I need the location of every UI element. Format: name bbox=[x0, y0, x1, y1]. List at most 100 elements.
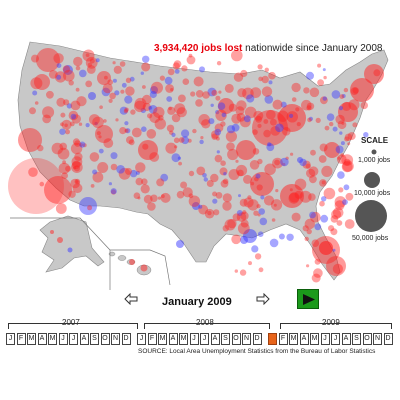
month-box[interactable]: D bbox=[121, 333, 131, 345]
job-loss-bubble bbox=[219, 167, 228, 176]
month-box[interactable]: D bbox=[383, 333, 393, 345]
job-loss-bubble bbox=[181, 65, 188, 72]
job-loss-bubble bbox=[68, 190, 76, 198]
month-box[interactable]: J bbox=[200, 333, 209, 345]
month-box[interactable]: N bbox=[242, 333, 251, 345]
job-loss-bubble bbox=[58, 162, 70, 175]
job-gain-bubble bbox=[214, 128, 222, 136]
job-loss-bubble bbox=[92, 116, 104, 129]
job-loss-bubble bbox=[335, 114, 345, 125]
job-loss-bubble bbox=[341, 154, 354, 167]
job-gain-bubble bbox=[63, 65, 73, 75]
month-box[interactable]: F bbox=[16, 333, 26, 345]
job-loss-bubble bbox=[90, 184, 95, 188]
month-box[interactable]: J bbox=[320, 333, 330, 345]
month-box[interactable]: M bbox=[27, 333, 36, 345]
month-box[interactable]: A bbox=[341, 333, 351, 345]
job-loss-bubble bbox=[344, 219, 355, 229]
job-gain-bubble bbox=[88, 92, 96, 100]
month-box[interactable]: M bbox=[158, 333, 167, 345]
job-gain-bubble bbox=[108, 182, 112, 186]
month-box[interactable]: J bbox=[6, 333, 15, 345]
month-box[interactable]: N bbox=[373, 333, 382, 345]
month-box[interactable]: J bbox=[69, 333, 78, 345]
job-gain-bubble bbox=[125, 128, 131, 134]
job-loss-bubble bbox=[343, 87, 349, 93]
job-loss-bubble bbox=[75, 180, 79, 184]
job-change-bubbles bbox=[8, 48, 384, 283]
month-box[interactable]: O bbox=[231, 333, 241, 345]
next-month-button[interactable] bbox=[256, 292, 270, 310]
job-gain-bubble bbox=[280, 101, 287, 108]
month-box[interactable]: S bbox=[90, 333, 99, 345]
job-loss-bubble bbox=[174, 145, 178, 149]
job-loss-bubble bbox=[343, 158, 351, 166]
job-loss-bubble bbox=[235, 159, 239, 163]
month-box[interactable]: O bbox=[100, 333, 110, 345]
month-box[interactable]: M bbox=[179, 333, 188, 345]
month-box[interactable]: F bbox=[278, 333, 288, 345]
job-gain-bubble bbox=[210, 103, 214, 108]
job-loss-bubble bbox=[321, 165, 333, 177]
month-box[interactable]: A bbox=[79, 333, 89, 345]
job-loss-bubble bbox=[186, 55, 196, 65]
job-gain-bubble bbox=[238, 194, 241, 198]
job-loss-bubble bbox=[311, 273, 321, 283]
job-loss-bubble bbox=[143, 194, 153, 204]
job-loss-bubble bbox=[220, 160, 226, 166]
jobs-lost-count: 3,934,420 jobs lost bbox=[154, 43, 243, 54]
month-box[interactable]: S bbox=[352, 333, 361, 345]
job-gain-bubble bbox=[85, 123, 90, 128]
month-box[interactable]: D bbox=[252, 333, 262, 345]
month-box[interactable] bbox=[268, 333, 277, 345]
job-loss-bubble bbox=[288, 192, 300, 204]
job-gain-bubble bbox=[207, 87, 217, 97]
month-box[interactable]: J bbox=[331, 333, 340, 345]
job-loss-bubble bbox=[336, 220, 343, 226]
month-box[interactable]: A bbox=[299, 333, 309, 345]
prev-month-button[interactable] bbox=[124, 292, 138, 310]
job-loss-bubble bbox=[108, 98, 113, 103]
job-gain-bubble bbox=[246, 94, 255, 103]
month-box[interactable]: F bbox=[147, 333, 157, 345]
job-loss-bubble bbox=[200, 136, 204, 140]
month-box[interactable]: A bbox=[210, 333, 220, 345]
month-box[interactable]: J bbox=[58, 333, 68, 345]
month-box[interactable]: A bbox=[168, 333, 178, 345]
job-loss-bubble bbox=[89, 152, 100, 162]
job-loss-bubble bbox=[166, 124, 175, 132]
job-loss-bubble bbox=[305, 163, 311, 169]
job-gain-bubble bbox=[198, 204, 203, 209]
job-loss-bubble bbox=[226, 142, 235, 151]
month-box[interactable]: S bbox=[221, 333, 230, 345]
job-gain-bubble bbox=[148, 106, 153, 110]
job-loss-bubble bbox=[254, 176, 259, 182]
job-loss-bubble bbox=[173, 60, 182, 68]
job-loss-bubble bbox=[55, 203, 67, 214]
month-box[interactable]: N bbox=[111, 333, 120, 345]
job-loss-bubble bbox=[290, 152, 294, 156]
job-loss-bubble bbox=[124, 107, 129, 112]
month-box[interactable]: M bbox=[310, 333, 319, 345]
job-loss-bubble bbox=[258, 76, 263, 82]
job-loss-bubble bbox=[257, 158, 263, 165]
play-button[interactable] bbox=[297, 289, 319, 309]
month-box[interactable]: O bbox=[362, 333, 372, 345]
job-loss-bubble bbox=[352, 87, 359, 94]
job-gain-bubble bbox=[59, 128, 66, 135]
job-loss-bubble bbox=[74, 152, 83, 161]
job-loss-bubble bbox=[247, 199, 259, 211]
job-loss-bubble bbox=[310, 211, 321, 223]
headline-suffix: nationwide since January 2008 bbox=[245, 43, 383, 54]
month-box[interactable]: A bbox=[37, 333, 47, 345]
month-box[interactable]: J bbox=[137, 333, 146, 345]
month-box[interactable]: J bbox=[189, 333, 199, 345]
job-loss-bubble bbox=[180, 181, 188, 189]
job-loss-bubble bbox=[313, 268, 323, 278]
month-box[interactable]: M bbox=[48, 333, 57, 345]
job-loss-bubble bbox=[102, 83, 113, 94]
job-loss-bubble bbox=[350, 87, 359, 95]
job-loss-bubble bbox=[151, 81, 163, 94]
job-loss-bubble bbox=[295, 107, 300, 112]
month-box[interactable]: M bbox=[289, 333, 298, 345]
